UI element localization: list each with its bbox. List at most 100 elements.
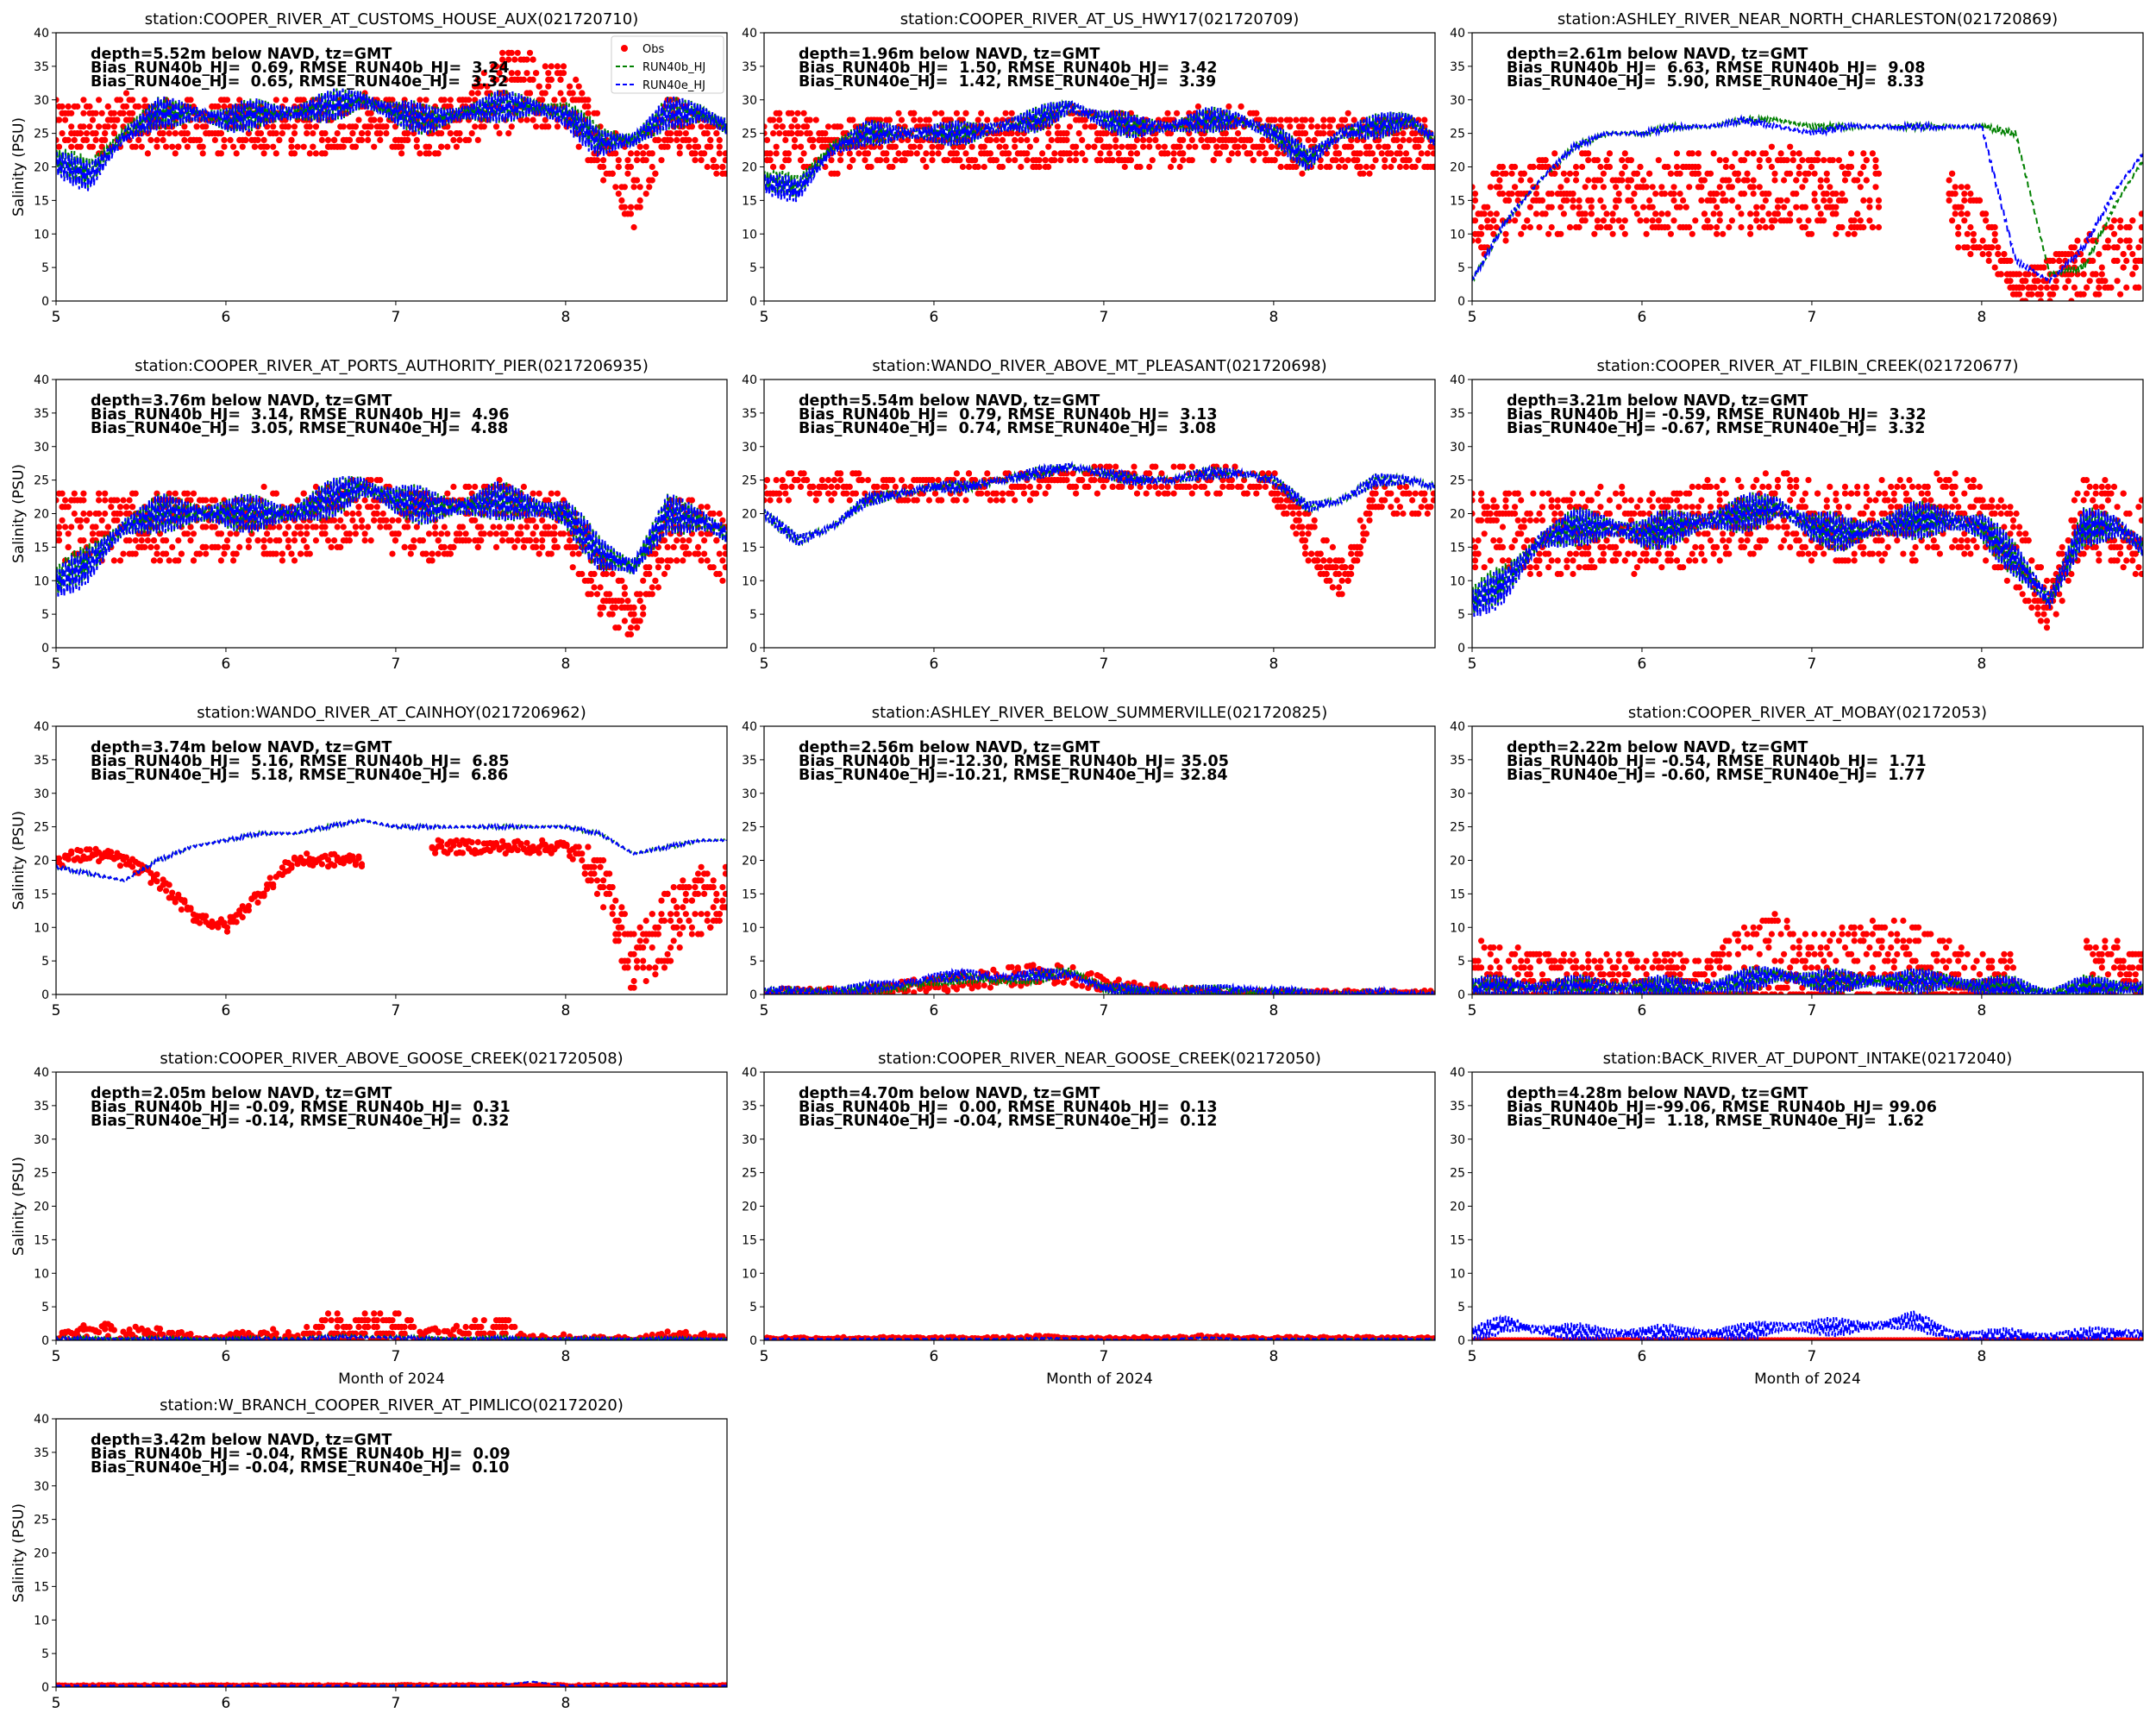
obs-point: [215, 103, 222, 110]
obs-point: [981, 143, 987, 150]
obs-point: [1848, 150, 1855, 157]
obs-point: [511, 543, 518, 551]
obs-point: [1514, 210, 1521, 217]
obs-point: [1756, 543, 1763, 551]
obs-point: [1548, 504, 1555, 511]
obs-point: [2001, 251, 2008, 258]
obs-point: [931, 110, 939, 116]
obs-point: [1787, 210, 1794, 217]
obs-point: [358, 136, 366, 143]
obs-point: [1066, 157, 1074, 164]
obs-point: [1512, 510, 1519, 518]
stats-annotation: depth=2.61m below NAVD, tz=GMT: [1507, 46, 1808, 63]
obs-point: [911, 116, 918, 123]
obs-point: [80, 97, 87, 104]
obs-point: [1539, 490, 1546, 497]
obs-point: [1097, 150, 1104, 157]
obs-point: [1241, 143, 1248, 150]
obs-point: [1710, 550, 1717, 557]
obs-point: [621, 204, 629, 210]
obs-point: [1564, 177, 1570, 184]
obs-point: [203, 524, 210, 530]
obs-point: [2114, 504, 2121, 511]
obs-point: [2037, 284, 2044, 291]
obs-point: [1643, 217, 1650, 224]
obs-point: [1012, 157, 1018, 164]
obs-point: [1127, 110, 1134, 116]
obs-point: [1689, 150, 1695, 157]
obs-point: [172, 150, 179, 157]
obs-point: [1545, 564, 1552, 571]
obs-point: [846, 163, 853, 171]
obs-point: [667, 130, 674, 137]
obs-point: [184, 490, 191, 497]
obs-point: [135, 136, 142, 143]
obs-point: [1655, 497, 1662, 504]
obs-point: [788, 483, 795, 491]
obs-point: [1100, 483, 1107, 491]
obs-point: [1112, 136, 1119, 143]
obs-point: [782, 136, 789, 143]
obs-point: [227, 530, 234, 537]
obs-point: [567, 83, 573, 90]
obs-point: [1609, 230, 1616, 237]
obs-point: [1787, 143, 1794, 150]
obs-point: [2117, 550, 2124, 557]
obs-point: [533, 70, 540, 77]
obs-point: [367, 110, 374, 116]
obs-point: [1808, 557, 1815, 564]
obs-point: [478, 524, 485, 530]
obs-point: [1338, 557, 1345, 564]
obs-point: [1170, 150, 1177, 157]
obs-point: [361, 537, 368, 544]
obs-point: [1332, 143, 1339, 150]
obs-point: [658, 157, 665, 164]
obs-point: [1716, 157, 1723, 164]
y-tick-label: 25: [34, 474, 49, 488]
obs-point: [1594, 217, 1601, 224]
obs-point: [291, 123, 298, 130]
obs-point: [575, 550, 582, 557]
obs-point: [80, 110, 87, 116]
obs-point: [110, 110, 117, 116]
obs-point: [1753, 210, 1760, 217]
obs-point: [1200, 483, 1208, 491]
obs-point: [1478, 230, 1485, 237]
obs-point: [523, 116, 530, 123]
obs-point: [361, 497, 368, 504]
obs-point: [304, 530, 310, 537]
obs-point: [1995, 244, 2002, 251]
obs-point: [358, 130, 366, 137]
obs-point: [1774, 483, 1782, 491]
obs-point: [1198, 136, 1205, 143]
obs-point: [667, 557, 674, 564]
obs-point: [1615, 191, 1622, 198]
obs-point: [1952, 210, 1959, 217]
obs-point: [1372, 490, 1379, 497]
obs-point: [496, 130, 503, 137]
obs-point: [1600, 543, 1607, 551]
obs-point: [116, 510, 124, 518]
obs-point: [1073, 483, 1080, 491]
obs-point: [371, 116, 378, 123]
obs-point: [716, 510, 723, 518]
obs-point: [837, 477, 844, 484]
obs-point: [310, 130, 317, 137]
x-tick-label: 6: [222, 656, 231, 673]
obs-point: [621, 584, 629, 591]
obs-point: [92, 136, 99, 143]
obs-point: [172, 130, 179, 137]
obs-point: [1979, 497, 1986, 504]
obs-point: [2028, 291, 2035, 298]
obs-point: [1716, 217, 1723, 224]
obs-point: [1961, 490, 1968, 497]
obs-point: [984, 470, 991, 477]
obs-point: [1484, 204, 1491, 210]
obs-point: [291, 557, 298, 564]
obs-point: [1357, 163, 1363, 171]
obs-point: [701, 550, 708, 557]
obs-point: [587, 591, 595, 598]
obs-point: [621, 184, 629, 191]
obs-point: [1597, 223, 1604, 231]
obs-point: [868, 163, 874, 171]
